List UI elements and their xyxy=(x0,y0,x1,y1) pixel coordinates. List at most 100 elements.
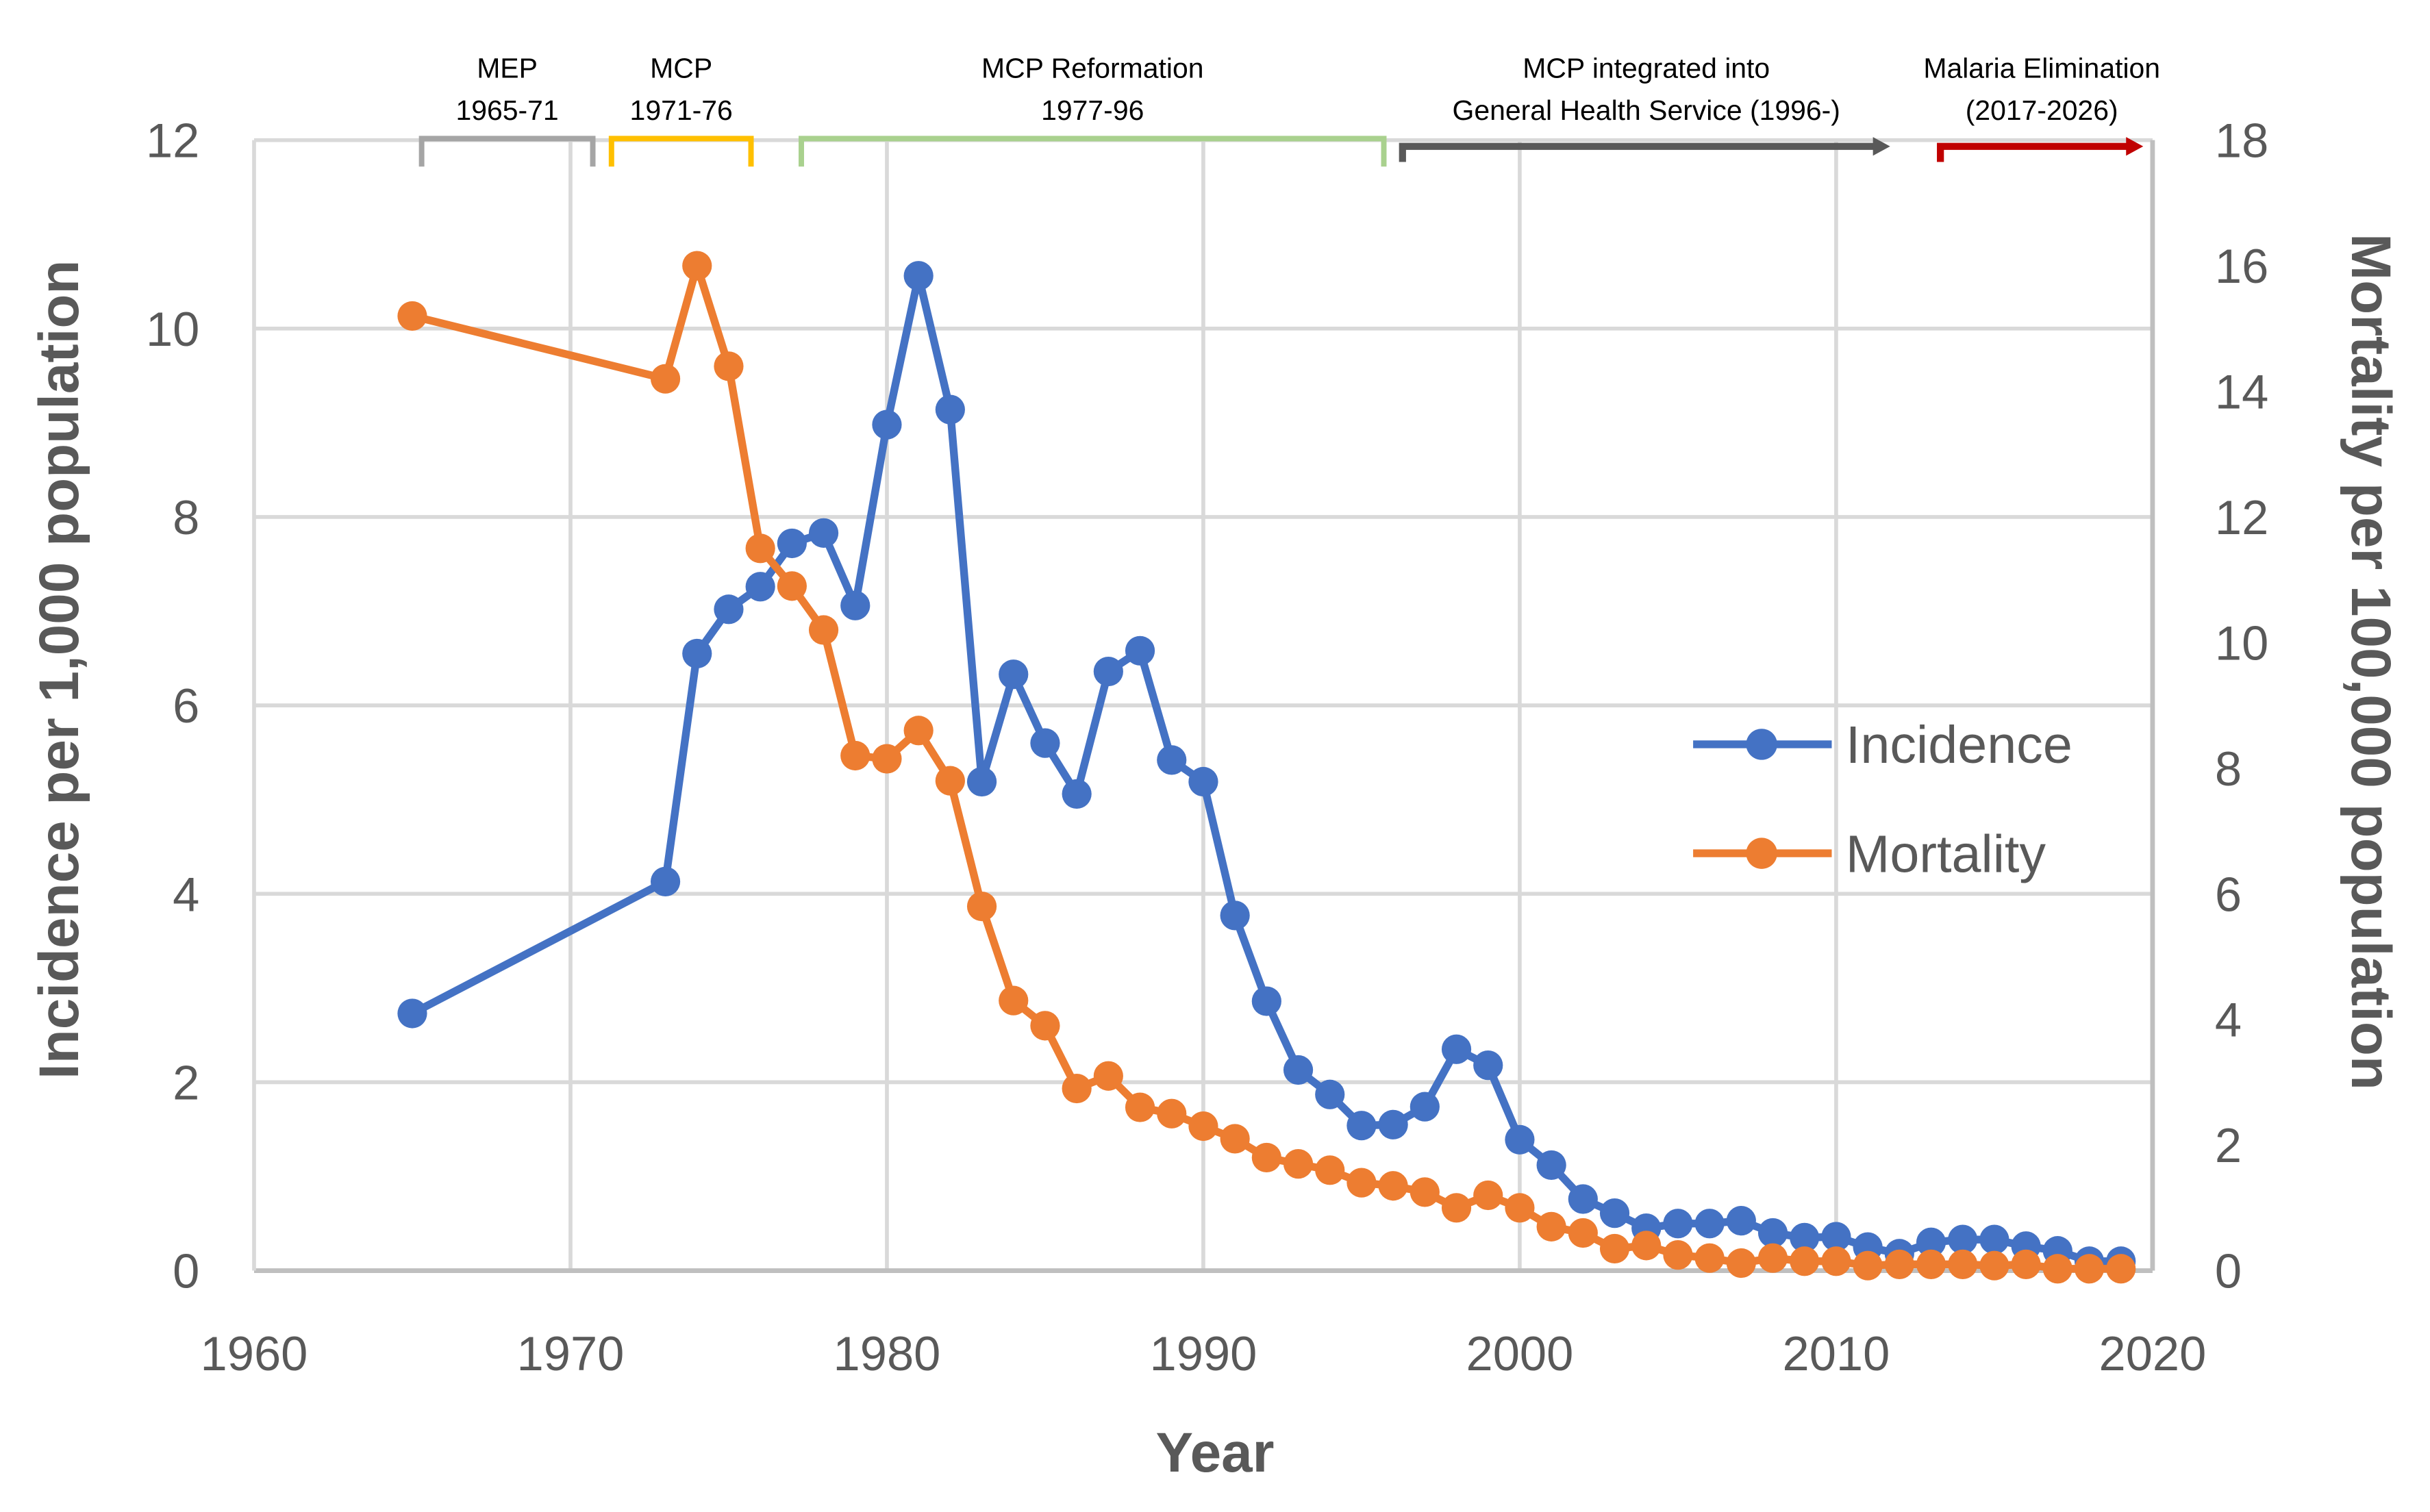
y-tick-label-right: 18 xyxy=(2215,114,2268,168)
data-point-mortality xyxy=(777,571,807,601)
tick-labels: 1960 1970 1980 1990 2000 2010 2020024681012024… xyxy=(146,114,2268,1381)
data-point-mortality xyxy=(1125,1092,1155,1122)
data-point-incidence xyxy=(1030,728,1060,758)
legend: Incidence Mortality xyxy=(1693,716,2072,883)
data-point-incidence xyxy=(682,638,712,669)
data-point-mortality xyxy=(1853,1250,1883,1281)
legend-marker-incidence xyxy=(1746,729,1777,760)
data-point-incidence xyxy=(1410,1092,1440,1122)
data-point-incidence xyxy=(397,998,427,1029)
x-tick-label: 2000 xyxy=(1466,1326,1574,1381)
x-tick-label: 1970 xyxy=(517,1326,625,1381)
data-point-mortality xyxy=(1663,1240,1693,1270)
data-point-mortality xyxy=(2011,1249,2041,1279)
y-tick-label-left: 4 xyxy=(173,867,199,921)
y-tick-label-left: 2 xyxy=(173,1055,199,1109)
annotation-label: MCP integrated into xyxy=(1523,53,1770,84)
data-point-incidence xyxy=(1378,1109,1408,1139)
data-point-mortality xyxy=(1821,1246,1851,1276)
data-point-mortality xyxy=(1568,1218,1598,1248)
data-point-incidence xyxy=(1346,1111,1377,1141)
data-point-incidence xyxy=(1505,1124,1535,1155)
annotation-arrowhead-icon xyxy=(1872,137,1890,156)
data-point-mortality xyxy=(2042,1254,2072,1284)
x-tick-label: 1960 xyxy=(201,1326,308,1381)
data-point-incidence xyxy=(1948,1224,1978,1255)
y-tick-label-right: 12 xyxy=(2215,490,2268,544)
annotation-label: MEP xyxy=(477,53,538,84)
data-point-mortality xyxy=(2106,1254,2136,1284)
data-point-incidence xyxy=(1315,1079,1345,1109)
data-point-incidence xyxy=(1694,1209,1725,1239)
annotation-period: (2017-2026) xyxy=(1966,94,2118,126)
data-point-mortality xyxy=(1473,1180,1503,1211)
data-point-mortality xyxy=(682,251,712,281)
data-point-mortality xyxy=(1157,1098,1187,1129)
data-point-incidence xyxy=(1251,986,1281,1016)
data-point-mortality xyxy=(1188,1111,1218,1142)
data-point-mortality xyxy=(745,533,775,564)
y-tick-label-right: 2 xyxy=(2215,1118,2242,1172)
data-point-incidence xyxy=(1188,766,1218,797)
data-point-mortality xyxy=(808,615,839,645)
series xyxy=(397,251,2136,1284)
data-point-mortality xyxy=(1315,1155,1345,1185)
y-tick-label-right: 10 xyxy=(2215,616,2268,670)
data-point-incidence xyxy=(745,572,775,602)
data-point-mortality xyxy=(1726,1248,1756,1278)
data-point-mortality xyxy=(1536,1211,1566,1242)
x-axis-title: Year xyxy=(1156,1422,1275,1484)
y-tick-label-right: 8 xyxy=(2215,742,2242,796)
data-point-mortality xyxy=(1948,1249,1978,1279)
y-tick-label-right: 14 xyxy=(2215,365,2268,419)
data-point-mortality xyxy=(1916,1249,1946,1279)
y-tick-label-right: 6 xyxy=(2215,867,2242,921)
data-point-mortality xyxy=(1093,1061,1123,1091)
data-point-incidence xyxy=(1125,635,1155,666)
data-point-mortality xyxy=(1505,1193,1535,1223)
data-point-incidence xyxy=(1536,1150,1566,1181)
data-point-mortality xyxy=(872,744,902,774)
annotation-arrowhead-icon xyxy=(2126,137,2144,156)
data-point-incidence xyxy=(1979,1224,2009,1255)
data-point-mortality xyxy=(1346,1168,1377,1198)
data-point-incidence xyxy=(1283,1055,1314,1085)
data-point-mortality xyxy=(1694,1243,1725,1273)
legend-marker-mortality xyxy=(1746,837,1777,869)
data-point-incidence xyxy=(1220,900,1250,931)
y-axis-title-left: Incidence per 1,000 population xyxy=(28,260,90,1079)
data-point-mortality xyxy=(1410,1177,1440,1207)
data-point-mortality xyxy=(714,351,744,381)
data-point-mortality xyxy=(1790,1246,1820,1276)
data-point-incidence xyxy=(1790,1222,1820,1252)
data-point-mortality xyxy=(840,740,870,771)
data-point-mortality xyxy=(2074,1254,2105,1284)
annotation-bracket xyxy=(418,136,596,167)
y-tick-label-right: 0 xyxy=(2215,1244,2242,1298)
annotation-period: 1965-71 xyxy=(455,94,558,126)
legend-label-mortality: Mortality xyxy=(1846,824,2046,883)
y-tick-label-left: 6 xyxy=(173,679,199,733)
x-tick-label: 2010 xyxy=(1783,1326,1890,1381)
annotation-period: 1977-96 xyxy=(1041,94,1144,126)
data-point-mortality xyxy=(1251,1142,1281,1173)
data-point-incidence xyxy=(1441,1034,1472,1064)
data-point-mortality xyxy=(1599,1233,1630,1264)
data-point-mortality xyxy=(1062,1073,1092,1104)
data-point-incidence xyxy=(1157,745,1187,775)
y-tick-label-left: 10 xyxy=(146,302,199,356)
legend-label-incidence: Incidence xyxy=(1846,716,2072,774)
data-point-incidence xyxy=(1599,1198,1630,1228)
data-point-incidence xyxy=(903,261,934,291)
data-point-mortality xyxy=(1757,1243,1788,1273)
data-point-incidence xyxy=(1821,1222,1851,1252)
data-point-incidence xyxy=(840,590,870,620)
x-tick-label: 1980 xyxy=(834,1326,941,1381)
data-point-mortality xyxy=(1378,1171,1408,1201)
annotation-label: Malaria Elimination xyxy=(1923,53,2160,84)
y-tick-label-left: 8 xyxy=(173,490,199,544)
annotation-period: General Health Service (1996-) xyxy=(1453,94,1840,126)
data-point-mortality xyxy=(650,364,681,394)
data-point-incidence xyxy=(872,410,902,440)
